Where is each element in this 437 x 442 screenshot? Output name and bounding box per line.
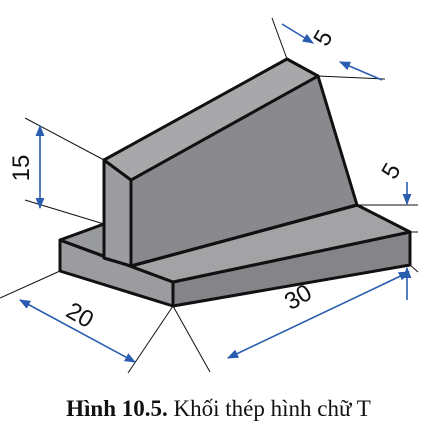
dim-line-base-width — [19, 299, 136, 363]
dim-label-base-height: 5 — [376, 159, 406, 184]
dim-arrow-web-thickness-a — [281, 23, 314, 44]
t-block — [58, 57, 412, 308]
dim-line-base-length — [226, 271, 411, 359]
dimension-lines — [19, 23, 412, 363]
web-base-crease — [130, 203, 358, 268]
dim-label-web-thickness: 5 — [308, 26, 338, 51]
figure-caption: Hình 10.5. Khối thép hình chữ T — [0, 396, 437, 422]
dim-arrow-web-thickness-b — [338, 61, 383, 81]
dim-label-web-height: 15 — [8, 155, 35, 182]
caption-text: Khối thép hình chữ T — [167, 396, 371, 421]
dim-label-base-width: 20 — [61, 297, 98, 334]
caption-label: Hình 10.5. — [66, 396, 168, 421]
extension-lines — [0, 17, 419, 374]
